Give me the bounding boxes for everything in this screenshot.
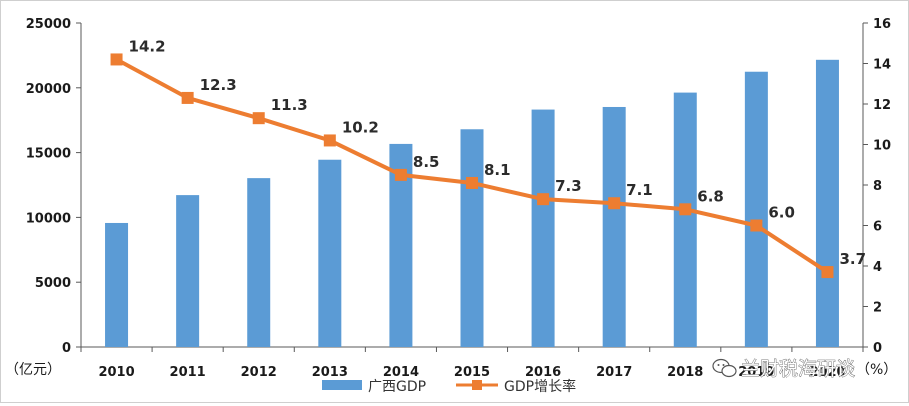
- legend-swatch-growth-marker: [472, 380, 482, 390]
- gdp-bar: [105, 222, 129, 347]
- growth-rate-point: [537, 193, 550, 206]
- gdp-bar: [389, 143, 413, 347]
- gdp-bar: [247, 178, 271, 347]
- x-axis-tick-label: 2017: [596, 365, 632, 380]
- gdp-bar: [531, 109, 555, 347]
- growth-rate-point: [750, 219, 763, 232]
- right-axis-tick-label: 0: [873, 341, 882, 356]
- left-axis-tick-label: 15000: [26, 147, 71, 162]
- right-axis-tick-label: 8: [873, 179, 882, 194]
- x-axis-tick-label: 2014: [383, 365, 419, 380]
- x-axis-tick-label: 2011: [170, 365, 206, 380]
- right-axis-tick-label: 4: [873, 260, 882, 275]
- growth-rate-data-label: 10.2: [342, 118, 379, 136]
- x-axis-tick-label: 2019: [738, 365, 774, 380]
- left-axis-tick-label: 5000: [35, 276, 71, 291]
- growth-rate-data-label: 3.7: [839, 250, 866, 268]
- right-axis-tick-label: 2: [873, 301, 882, 316]
- right-axis-unit-label: （%）: [856, 362, 897, 378]
- x-axis-tick-label: 2020: [809, 365, 845, 380]
- growth-rate-data-label: 11.3: [271, 96, 308, 114]
- right-axis-tick-label: 16: [873, 17, 891, 32]
- x-axis-tick-label: 2016: [525, 365, 561, 380]
- x-axis-tick-label: 2018: [667, 365, 703, 380]
- growth-rate-point: [821, 266, 834, 279]
- legend-swatch-gdp: [322, 380, 362, 390]
- left-axis-tick-label: 20000: [26, 82, 71, 97]
- data-labels: 14.2 12.3 11.3 10.2 8.5 8.1 7.3 7.1 6.8 6.0 3.7: [129, 37, 866, 268]
- growth-rate-point: [679, 203, 692, 216]
- legend-label-gdp: 广西GDP: [368, 379, 426, 395]
- watermark-text: 兰财税海研谈: [741, 358, 855, 380]
- watermark: 兰财税海研谈: [712, 358, 855, 380]
- gdp-bar: [460, 129, 484, 347]
- growth-rate-point: [466, 176, 478, 189]
- growth-rate-point: [252, 112, 265, 125]
- growth-rate-point: [110, 53, 123, 66]
- gdp-bar: [744, 71, 768, 347]
- left-axis-tick-label: 10000: [26, 211, 71, 226]
- left-axis-tick-label: 25000: [26, 17, 71, 32]
- growth-rate-point: [608, 197, 621, 210]
- gdp-bar: [815, 59, 839, 348]
- growth-rate-data-label: 6.8: [697, 187, 724, 205]
- growth-rate-data-label: 14.2: [129, 37, 166, 55]
- right-axis-tick-label: 12: [873, 98, 891, 113]
- growth-rate-data-label: 7.3: [555, 177, 582, 195]
- gdp-bar: [176, 195, 200, 347]
- growth-rate-data-label: 6.0: [768, 204, 795, 222]
- gdp-bar: [318, 159, 342, 347]
- growth-rate-data-label: 8.1: [484, 161, 511, 179]
- growth-rate-data-label: 8.5: [413, 153, 440, 171]
- line-series: [110, 53, 834, 279]
- growth-rate-data-label: 12.3: [200, 76, 237, 94]
- x-axis-tick-label: 2012: [241, 365, 277, 380]
- right-axis-tick-label: 10: [873, 139, 891, 154]
- x-axis-tick-label: 2010: [98, 365, 134, 380]
- right-axis-tick-label: 6: [873, 220, 882, 235]
- x-axis-tick-label: 2015: [454, 365, 490, 380]
- left-axis-unit-label: （亿元）: [5, 362, 61, 378]
- growth-rate-point: [394, 168, 407, 181]
- right-axis-tick-label: 14: [873, 58, 891, 73]
- gdp-bar: [602, 106, 626, 347]
- growth-rate-point: [181, 91, 194, 104]
- left-axis-tick-label: 0: [62, 341, 71, 356]
- legend-label-growth: GDP增长率: [504, 378, 576, 395]
- axes: 0 5000 10000 15000 20000 25000 0 2 4 6 8 10 12 14 16 20…: [26, 17, 891, 380]
- x-axis-tick-label: 2013: [312, 365, 348, 380]
- wechat-logo-icon: [712, 358, 737, 378]
- bar-series: [105, 59, 839, 348]
- gdp-bar: [673, 92, 697, 347]
- growth-rate-data-label: 7.1: [626, 181, 653, 199]
- growth-rate-point: [323, 134, 336, 147]
- legend: 广西GDP GDP增长率: [322, 378, 576, 395]
